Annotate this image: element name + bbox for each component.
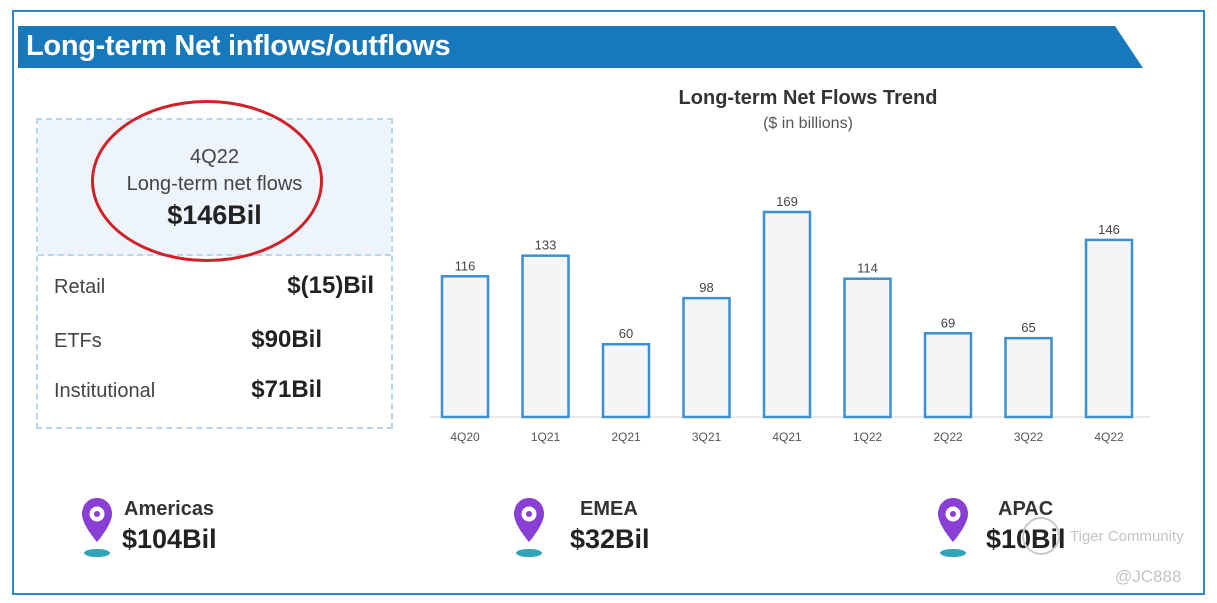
watermark-name: Tiger Community [1070,528,1184,545]
breakdown-value: $90Bil [251,326,322,353]
x-tick-label: 2Q22 [933,430,963,444]
bar-3Q21 [682,296,731,419]
bars-layer: 116 4Q20 133 1Q21 60 2Q21 98 3Q21 169 4Q21 114 1Q22… [440,194,1134,444]
net-flows-bar-chart: 116 4Q20 133 1Q21 60 2Q21 98 3Q21 169 4Q21 114 1Q22… [430,194,1150,444]
data-label: 60 [619,326,633,341]
slide-frame [12,10,1205,595]
data-label: 98 [699,280,713,295]
banner-shape [18,26,1143,68]
bar-2Q22 [923,332,973,419]
bar-4Q21 [762,210,812,419]
breakdown-row-institutional: Institutional $71Bil [54,376,374,406]
bar-1Q22 [843,277,892,419]
bar-4Q22 [1084,238,1134,419]
highlight-circle [91,100,323,262]
data-label: 65 [1021,320,1035,335]
region-name: EMEA [580,498,638,520]
page-title: Long-term Net inflows/outflows [26,30,451,62]
x-tick-label: 1Q22 [853,430,883,444]
region-name: APAC [998,498,1054,520]
header-banner: Long-term Net inflows/outflows [18,26,1143,68]
chart-title: Long-term Net Flows Trend [678,87,938,109]
data-label: 114 [857,261,878,276]
breakdown-row-etfs: ETFs $90Bil [54,326,374,356]
x-tick-label: 4Q21 [772,430,802,444]
chart-subtitle: ($ in billions) [763,115,853,132]
watermark-handle: @JC888 [1115,567,1182,586]
region-value: $32Bil [570,524,650,554]
data-label: 133 [535,238,557,253]
region-value: $104Bil [122,524,217,554]
breakdown-value: $71Bil [251,376,322,403]
location-pin-icon [514,498,544,557]
breakdown-row-retail: Retail $(15)Bil [54,272,374,302]
breakdown-label: ETFs [54,330,102,352]
x-tick-label: 2Q21 [611,430,641,444]
watermark-logo-icon [1022,517,1060,555]
bar-4Q20 [440,275,490,419]
breakdown-label: Institutional [54,380,156,402]
region-emea: EMEA $32Bil [512,496,712,560]
region-americas: Americas $104Bil [80,496,280,560]
x-tick-label: 1Q21 [531,430,561,444]
location-pin-icon [82,498,112,557]
x-tick-label: 4Q22 [1094,430,1124,444]
data-label: 116 [455,258,476,273]
x-tick-label: 4Q20 [450,430,480,444]
breakdown-label: Retail [54,276,106,298]
x-tick-label: 3Q21 [692,430,722,444]
location-pin-icon [938,498,968,557]
data-label: 169 [776,194,798,209]
data-label: 69 [941,315,955,330]
bar-2Q21 [601,342,651,419]
breakdown-value: $(15)Bil [287,272,374,299]
x-tick-label: 3Q22 [1014,430,1044,444]
region-apac: APAC $10Bil [936,496,1136,560]
region-name: Americas [124,498,215,520]
data-label: 146 [1098,222,1120,237]
bar-3Q22 [1004,336,1053,419]
bar-1Q21 [521,254,570,419]
